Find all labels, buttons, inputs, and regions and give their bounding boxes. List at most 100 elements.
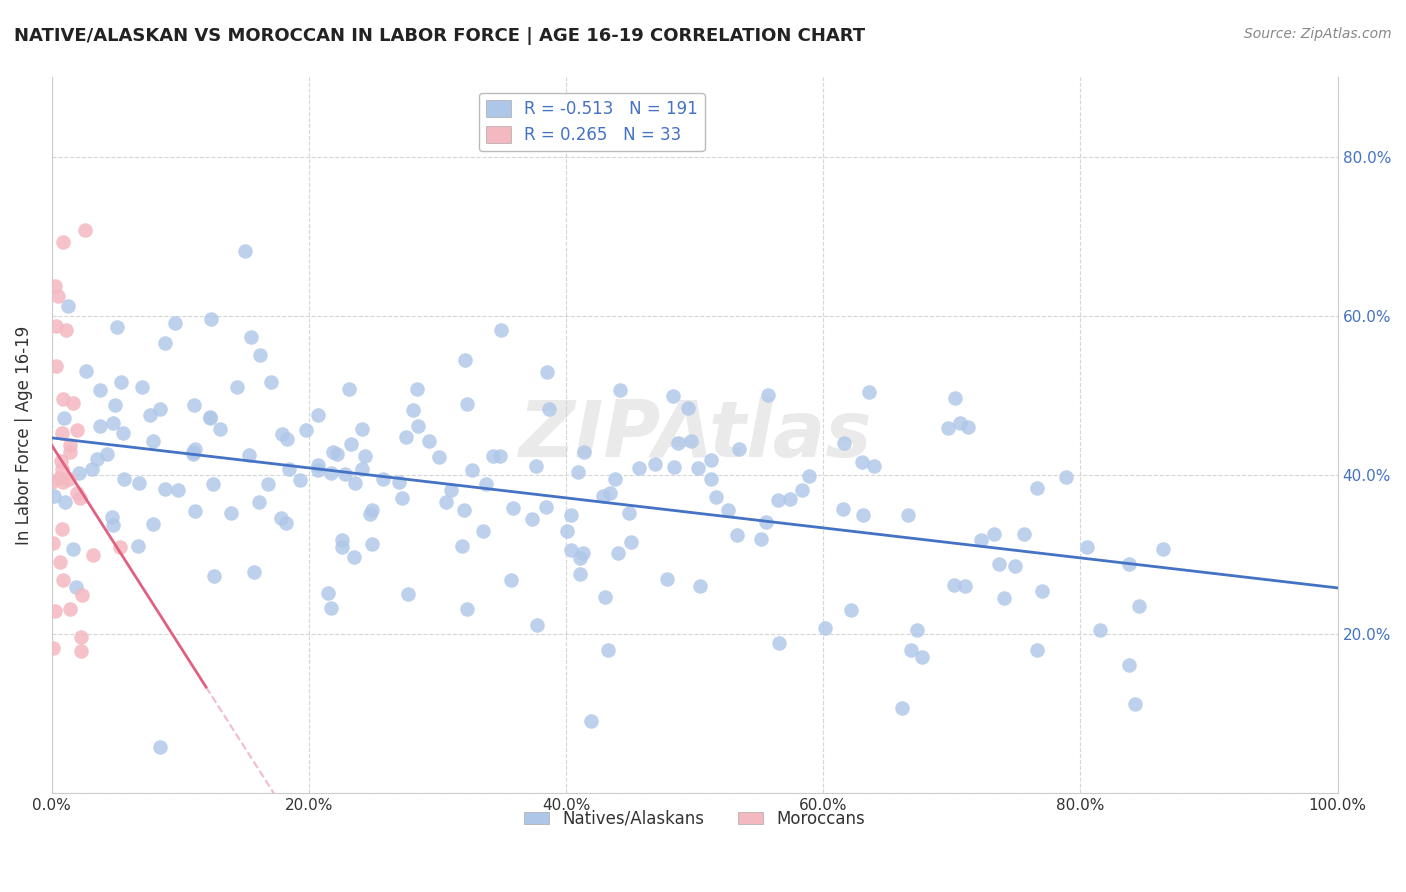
Point xyxy=(51,454,73,468)
Point xyxy=(70,630,93,644)
Point xyxy=(104,398,127,412)
Point xyxy=(167,483,190,497)
Point xyxy=(240,330,263,344)
Point xyxy=(163,316,186,330)
Point xyxy=(581,714,603,729)
Point xyxy=(567,466,589,480)
Point xyxy=(42,641,65,656)
Point xyxy=(111,425,134,440)
Point xyxy=(619,506,641,520)
Point xyxy=(330,540,353,554)
Point xyxy=(839,602,862,616)
Point xyxy=(270,511,292,525)
Point xyxy=(243,566,266,580)
Point xyxy=(86,451,108,466)
Point xyxy=(274,516,297,530)
Point xyxy=(502,500,524,515)
Point xyxy=(606,546,628,560)
Point xyxy=(128,476,150,491)
Point xyxy=(204,568,226,582)
Point xyxy=(53,495,76,509)
Point xyxy=(139,408,162,422)
Point xyxy=(1012,527,1035,541)
Point xyxy=(59,438,82,452)
Point xyxy=(666,435,689,450)
Point xyxy=(59,445,82,459)
Point xyxy=(319,466,342,480)
Point xyxy=(52,392,75,406)
Point xyxy=(568,567,591,582)
Point xyxy=(59,602,82,616)
Point xyxy=(373,472,395,486)
Point xyxy=(661,389,683,403)
Point xyxy=(832,436,855,450)
Point xyxy=(491,322,513,336)
Point xyxy=(82,548,104,562)
Point xyxy=(316,586,339,600)
Point xyxy=(1128,599,1150,614)
Point xyxy=(361,537,384,551)
Point xyxy=(112,471,135,485)
Point xyxy=(238,448,260,462)
Point xyxy=(325,447,347,461)
Point xyxy=(936,421,959,435)
Point xyxy=(993,591,1015,606)
Point xyxy=(73,223,96,237)
Point xyxy=(456,602,478,616)
Point xyxy=(755,515,778,529)
Point xyxy=(271,426,294,441)
Point xyxy=(949,416,972,430)
Point xyxy=(200,312,222,326)
Point xyxy=(706,490,728,504)
Point xyxy=(295,423,318,437)
Point xyxy=(67,466,90,480)
Point xyxy=(198,410,221,425)
Point xyxy=(1118,657,1140,672)
Point xyxy=(1026,642,1049,657)
Text: Source: ZipAtlas.com: Source: ZipAtlas.com xyxy=(1244,27,1392,41)
Point xyxy=(524,458,547,473)
Point xyxy=(536,500,558,515)
Point xyxy=(55,323,77,337)
Point xyxy=(863,458,886,473)
Point xyxy=(183,399,205,413)
Point xyxy=(1152,541,1174,556)
Point xyxy=(44,278,66,293)
Point xyxy=(65,423,87,437)
Point xyxy=(725,528,748,542)
Point xyxy=(257,476,280,491)
Point xyxy=(460,463,482,477)
Point xyxy=(520,512,543,526)
Point xyxy=(131,379,153,393)
Point xyxy=(1118,557,1140,571)
Point xyxy=(44,603,66,617)
Point xyxy=(453,353,475,368)
Point xyxy=(82,462,104,476)
Point xyxy=(62,396,84,410)
Point xyxy=(970,533,993,548)
Point xyxy=(1088,623,1111,637)
Point xyxy=(599,485,621,500)
Point xyxy=(142,516,165,531)
Point xyxy=(75,364,97,378)
Point xyxy=(89,419,111,434)
Point xyxy=(225,379,247,393)
Point xyxy=(728,442,751,456)
Point xyxy=(1076,541,1098,555)
Point xyxy=(100,510,122,524)
Point xyxy=(453,503,475,517)
Point xyxy=(45,359,67,374)
Point xyxy=(627,461,650,475)
Point xyxy=(574,445,596,459)
Point xyxy=(66,485,89,500)
Point xyxy=(699,452,721,467)
Point xyxy=(202,477,225,491)
Point xyxy=(481,449,503,463)
Point xyxy=(70,644,93,658)
Point xyxy=(526,617,548,632)
Point xyxy=(181,444,204,458)
Point xyxy=(360,503,382,517)
Point xyxy=(956,419,979,434)
Point xyxy=(1026,481,1049,495)
Point xyxy=(153,335,176,350)
